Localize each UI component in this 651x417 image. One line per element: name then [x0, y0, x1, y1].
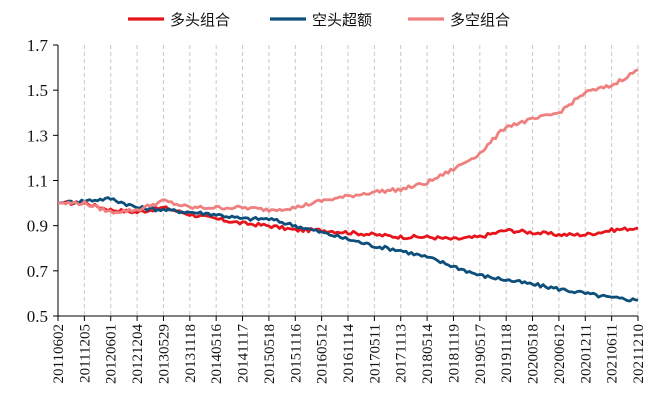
- series-line-3: [58, 68, 639, 215]
- x-tick-label: 20181119: [446, 324, 462, 383]
- x-tick-label: 20111205: [77, 324, 93, 383]
- x-tick-label: 20171113: [394, 324, 410, 383]
- x-tick-label: 20200518: [526, 324, 542, 384]
- y-tick-labels: 0.5 0.7 0.9 1.1 1.3 1.5 1.7: [27, 36, 49, 326]
- x-tick-label: 20150518: [262, 324, 278, 384]
- x-tick-label: 20210611: [605, 324, 621, 383]
- x-tick-label: 20131118: [183, 324, 199, 383]
- series-line-2: [57, 196, 639, 303]
- y-tick-label: 1.3: [27, 126, 48, 145]
- axes: [53, 44, 639, 321]
- x-tick-label: 20110602: [51, 324, 67, 383]
- x-tick-label: 20141117: [236, 324, 252, 383]
- y-tick-label: 1.5: [27, 81, 48, 100]
- x-tick-label: 20160512: [315, 324, 331, 384]
- x-tick-label: 20130529: [156, 324, 172, 384]
- x-tick-labels: 20110602 20111205 20120601 20121204 20130529…: [51, 324, 647, 385]
- x-tick-label: 20190517: [473, 324, 489, 385]
- y-tick-label: 1.1: [27, 172, 48, 191]
- x-tick-label: 20200612: [552, 324, 568, 384]
- legend-label-1: 多头组合: [170, 11, 230, 29]
- chart-legend: 多头组合 空头超额 多空组合: [128, 11, 510, 29]
- x-tick-label: 20180514: [420, 324, 436, 385]
- x-tick-label: 20191118: [499, 324, 515, 383]
- y-tick-label: 0.9: [27, 217, 48, 236]
- x-tick-label: 20120601: [104, 324, 120, 384]
- x-tick-label: 20201211: [578, 324, 594, 383]
- x-tick-label: 20161114: [341, 324, 357, 383]
- legend-label-3: 多空组合: [450, 11, 510, 29]
- x-tick-label: 20140516: [209, 324, 225, 385]
- x-tick-label: 20170511: [367, 324, 383, 383]
- x-tick-label: 20151116: [288, 324, 304, 383]
- x-tick-label: 20121204: [130, 324, 146, 385]
- series-group: [57, 68, 639, 303]
- y-tick-label: 0.5: [27, 307, 48, 326]
- y-tick-label: 1.7: [27, 36, 49, 55]
- grid: [83, 45, 639, 316]
- legend-label-2: 空头超额: [312, 11, 372, 29]
- y-tick-label: 0.7: [27, 262, 49, 281]
- x-tick-label: 20211210: [631, 324, 647, 383]
